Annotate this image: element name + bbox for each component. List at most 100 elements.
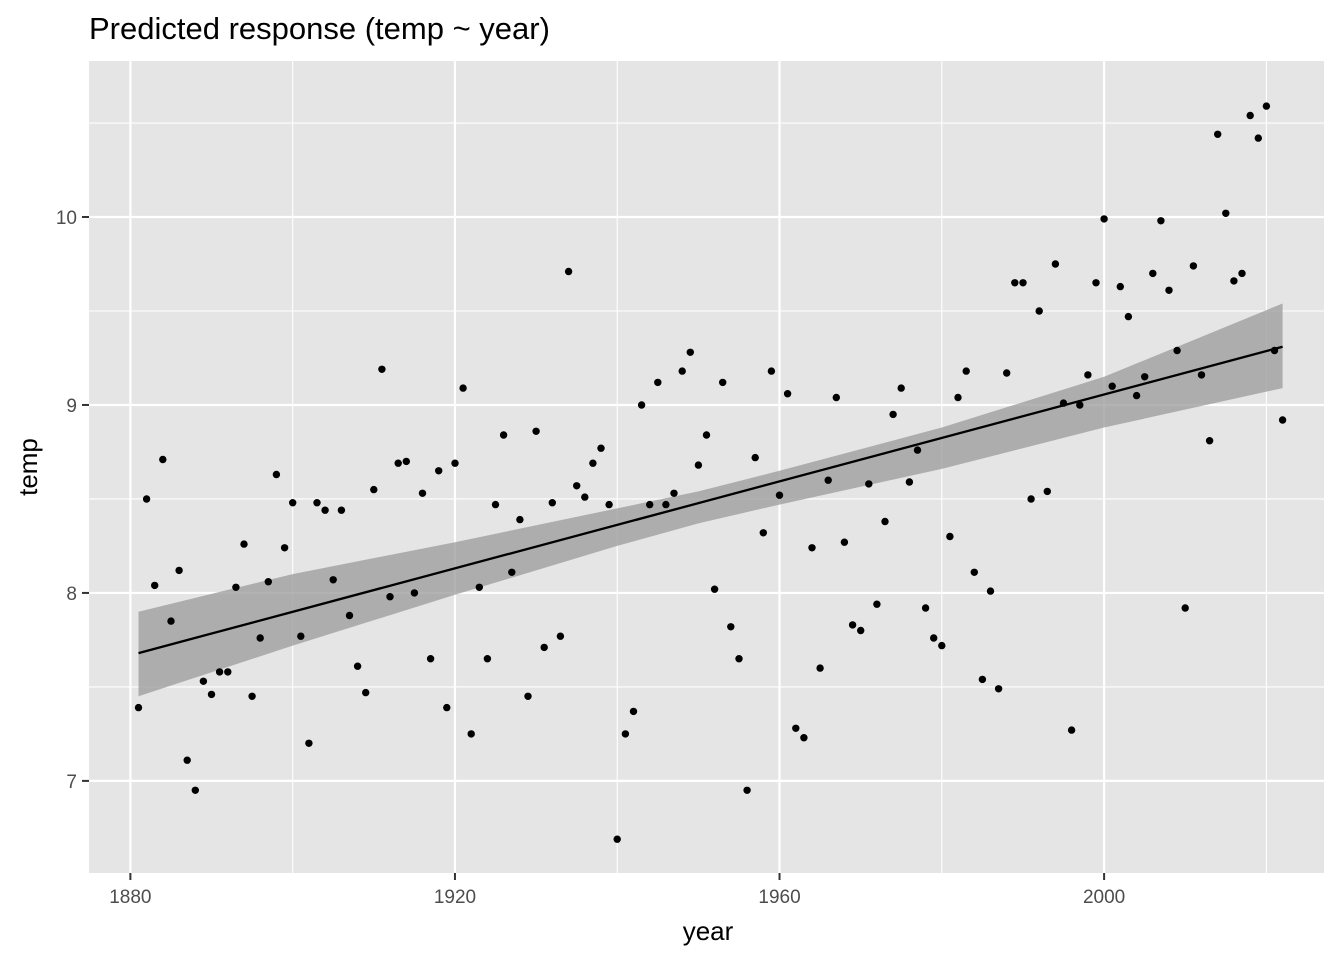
data-point: [573, 482, 581, 490]
data-point: [1108, 382, 1116, 390]
data-point: [1084, 371, 1092, 379]
data-point: [986, 587, 995, 595]
data-point: [994, 685, 1003, 693]
data-point: [159, 455, 167, 464]
data-point: [1197, 371, 1206, 379]
data-point: [710, 585, 719, 593]
x-axis: 1880 1920 1960 2000: [109, 873, 1125, 908]
data-point: [1230, 277, 1238, 285]
data-point: [175, 566, 183, 575]
data-point: [548, 499, 556, 507]
data-point: [337, 506, 346, 514]
data-point: [808, 544, 816, 552]
data-point: [224, 668, 232, 676]
data-point: [678, 367, 686, 375]
data-point: [1116, 282, 1125, 291]
data-point: [532, 427, 540, 435]
data-point: [1246, 111, 1254, 120]
data-point: [1011, 279, 1019, 287]
data-point: [921, 604, 930, 612]
data-point: [345, 611, 354, 620]
data-point: [1238, 269, 1246, 278]
data-point: [1100, 215, 1108, 223]
data-point: [524, 692, 532, 700]
data-point: [637, 401, 646, 409]
data-point: [499, 431, 508, 439]
y-tick-label: 10: [56, 208, 77, 229]
data-point: [954, 393, 962, 402]
data-point: [386, 593, 394, 601]
data-point: [1141, 373, 1149, 381]
data-point: [865, 480, 873, 488]
data-point: [313, 499, 321, 507]
data-point: [1132, 391, 1141, 400]
data-point: [232, 583, 240, 591]
data-point: [556, 632, 565, 640]
data-point: [662, 500, 670, 509]
data-point: [516, 515, 524, 524]
data-point: [597, 444, 605, 452]
data-point: [832, 393, 840, 402]
data-point: [873, 600, 881, 608]
x-tick-label: 1920: [434, 887, 476, 908]
data-point: [670, 489, 678, 497]
data-point: [167, 617, 175, 625]
x-axis-label: year: [683, 916, 734, 946]
data-point: [410, 589, 419, 597]
data-point: [1270, 346, 1279, 355]
data-point: [459, 384, 467, 392]
data-point: [751, 453, 759, 462]
data-point: [1262, 102, 1271, 110]
data-point: [743, 786, 751, 794]
data-point: [256, 634, 264, 642]
x-tick-label: 2000: [1083, 887, 1125, 908]
y-axis: 7 8 9 10: [56, 208, 89, 793]
data-point: [581, 493, 589, 501]
data-point: [1124, 312, 1133, 321]
data-point: [215, 668, 224, 676]
data-point: [759, 529, 767, 537]
data-point: [264, 578, 272, 586]
grid-major: [89, 61, 1324, 873]
data-point: [305, 739, 313, 747]
data-point: [240, 540, 248, 548]
data-point: [248, 692, 256, 700]
data-point: [938, 641, 946, 650]
data-point: [142, 495, 151, 503]
data-point: [435, 467, 443, 475]
data-point: [735, 655, 743, 663]
data-point: [1092, 279, 1100, 287]
data-point: [508, 568, 516, 576]
plot-panel: [89, 61, 1324, 873]
data-point: [767, 367, 776, 375]
data-point: [1157, 217, 1165, 225]
data-point: [905, 478, 914, 486]
data-point: [1067, 726, 1076, 734]
data-point: [1214, 130, 1222, 138]
data-point: [564, 267, 573, 276]
y-tick-label: 7: [66, 772, 77, 793]
data-point: [353, 662, 362, 670]
regression-line: [138, 345, 1283, 655]
data-point: [978, 675, 987, 684]
data-point: [1035, 307, 1043, 315]
x-tick-label: 1960: [758, 887, 800, 908]
data-point: [451, 459, 459, 467]
y-tick-label: 8: [66, 584, 77, 605]
data-point: [1205, 437, 1214, 445]
data-point: [362, 688, 370, 697]
data-point: [816, 664, 824, 672]
data-point: [686, 348, 694, 356]
data-point: [1027, 495, 1035, 503]
data-point: [775, 491, 784, 499]
data-point: [272, 470, 281, 479]
data-point: [654, 378, 662, 387]
data-point: [321, 506, 329, 514]
data-point: [491, 500, 500, 509]
data-point: [1076, 401, 1084, 409]
data-point: [646, 500, 654, 509]
y-tick-label: 9: [66, 396, 77, 417]
data-point: [402, 457, 410, 466]
data-point: [151, 581, 159, 590]
data-point: [621, 730, 630, 738]
